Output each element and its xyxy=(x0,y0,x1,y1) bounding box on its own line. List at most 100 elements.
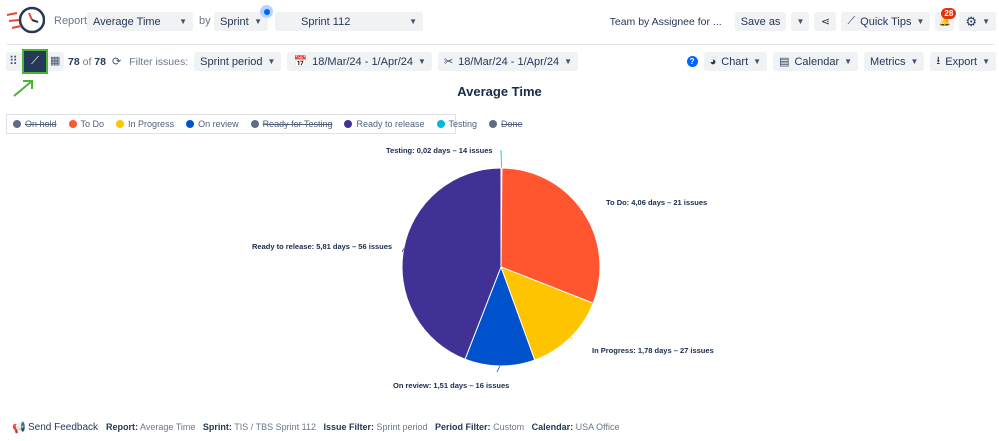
legend-dot xyxy=(489,120,498,128)
chart-type-select[interactable]: ◕ Chart ▼ xyxy=(703,52,768,71)
filter-value: Sprint period xyxy=(200,55,263,68)
legend-item[interactable]: Testing xyxy=(436,119,478,129)
chevron-down-icon: ▼ xyxy=(910,57,919,66)
share-button[interactable]: ⋖ xyxy=(814,12,837,31)
notifications-button[interactable]: 🔔 28 xyxy=(935,8,957,31)
refresh-icon[interactable]: ⟳ xyxy=(111,56,122,68)
calendar-label: Calendar xyxy=(794,55,840,68)
chevron-down-icon: ▼ xyxy=(916,17,925,26)
chevron-down-icon: ▼ xyxy=(796,17,805,26)
chart-label: Chart xyxy=(721,55,749,68)
date-range-value: 18/Mar/24 - 1/Apr/24 xyxy=(312,55,414,68)
megaphone-icon: 🔔 xyxy=(938,16,952,27)
grid-view-icon[interactable]: ⠿ xyxy=(9,54,18,68)
legend-item[interactable]: Ready to release xyxy=(344,119,425,129)
pie-slice-in-progress[interactable] xyxy=(500,266,594,361)
pie-chart-icon: ◕ xyxy=(709,55,717,68)
report-select[interactable]: Average Time ▼ xyxy=(87,12,193,31)
saved-report-name[interactable]: Team by Assignee for ... xyxy=(609,15,722,28)
report-summary: Report: Average Time Sprint: TIS / TBS S… xyxy=(106,422,620,432)
legend-item[interactable]: Done xyxy=(489,119,523,129)
export-label: Export xyxy=(945,55,978,68)
pie-chart xyxy=(401,149,601,373)
legend-label: Done xyxy=(501,119,523,129)
legend-dot xyxy=(344,120,353,128)
chevron-down-icon: ▼ xyxy=(753,57,762,66)
data-label: To Do: 4,06 days – 21 issues xyxy=(606,198,708,207)
legend-item[interactable]: In Progress xyxy=(116,119,174,129)
leader-line xyxy=(574,209,584,213)
chevron-down-icon: ▼ xyxy=(179,17,187,26)
legend-label: In Progress xyxy=(128,119,175,129)
export-button[interactable]: ⭳ Export ▼ xyxy=(930,52,996,71)
filter-label: Filter issues: xyxy=(129,55,189,68)
period-range-value: 18/Mar/24 - 1/Apr/24 xyxy=(458,55,560,68)
legend-item[interactable]: Ready for Testing xyxy=(250,119,333,129)
legend-dot xyxy=(436,120,445,128)
scissors-icon: ✂ xyxy=(443,56,454,68)
leader-line xyxy=(496,365,501,373)
help-icon[interactable]: ? xyxy=(686,56,698,67)
pointer-arrow-icon xyxy=(13,80,33,97)
data-label: Ready to release: 5,81 days – 56 issues xyxy=(252,242,393,251)
chevron-down-icon: ▼ xyxy=(564,57,572,66)
settings-button[interactable]: ⚙ ▼ xyxy=(959,12,996,31)
legend-item[interactable]: To Do xyxy=(68,119,105,129)
legend-label: Ready for Testing xyxy=(262,119,333,129)
legend-label: On review xyxy=(198,119,239,129)
quick-tips-button[interactable]: ⟋ Quick Tips ▼ xyxy=(841,12,931,31)
toolbar-actions: ? ◕ Chart ▼ ▤ Calendar ▼ Metrics ▼ ⭳ Export ▼ xyxy=(686,52,996,71)
legend-dot xyxy=(186,120,195,128)
chevron-down-icon: ▼ xyxy=(418,57,426,66)
legend-label: On hold xyxy=(25,119,57,129)
pie-slice-on-review[interactable] xyxy=(464,265,536,367)
calendar-select[interactable]: ▤ Calendar ▼ xyxy=(773,52,859,71)
data-label: On review: 1,51 days – 16 issues xyxy=(393,381,510,390)
chevron-down-icon: ▼ xyxy=(844,57,853,66)
download-icon: ⭳ xyxy=(936,55,941,67)
calendar-icon: ▤ xyxy=(779,56,790,68)
table-view-icon[interactable]: ▦ xyxy=(50,55,61,67)
period-filter-select[interactable]: ✂ 18/Mar/24 - 1/Apr/24 ▼ xyxy=(437,52,578,71)
data-label: Testing: 0,02 days – 14 issues xyxy=(386,146,493,155)
chevron-down-icon: ▼ xyxy=(267,57,276,66)
chart-legend: On hold To Do In Progress On review Ready fo… xyxy=(6,114,523,134)
chevron-down-icon: ▼ xyxy=(254,17,262,26)
legend-item[interactable]: On review xyxy=(186,119,239,129)
save-as-button[interactable]: Save as xyxy=(734,12,787,31)
gear-icon: ⚙ xyxy=(965,13,978,29)
by-value: Sprint xyxy=(220,15,249,28)
path-icon: ⟋ xyxy=(847,15,856,27)
line-chart-icon: ⟋ xyxy=(31,55,39,67)
legend-label: To Do xyxy=(80,119,105,129)
metrics-select[interactable]: Metrics ▼ xyxy=(864,52,925,71)
by-select[interactable]: Sprint ▼ xyxy=(214,12,268,31)
toolbar-filters: 78 of 78 ⟳ Filter issues: Sprint period ▼… xyxy=(68,52,578,71)
sprint-value: Sprint 112 xyxy=(301,15,351,28)
report-value: Average Time xyxy=(93,15,161,28)
legend-dot xyxy=(250,120,259,128)
save-options-button[interactable]: ▼ xyxy=(791,12,810,31)
chart-title: Average Time xyxy=(457,84,542,99)
megaphone-icon: 📢 xyxy=(12,422,26,434)
filter-issues-select[interactable]: Sprint period ▼ xyxy=(194,52,282,71)
legend-item[interactable]: On hold xyxy=(13,119,57,129)
calendar-clock-icon: 📅 xyxy=(293,56,308,68)
pie-slice-ready-to-release[interactable] xyxy=(401,167,502,360)
sprint-select[interactable]: Sprint 112 ▼ xyxy=(275,12,423,31)
quick-tips-label: Quick Tips xyxy=(860,15,912,28)
header-divider xyxy=(7,44,994,45)
date-range-select[interactable]: 📅 18/Mar/24 - 1/Apr/24 ▼ xyxy=(287,52,432,71)
app-logo-icon xyxy=(6,6,45,34)
onboarding-beacon[interactable] xyxy=(260,5,273,18)
legend-dot xyxy=(116,120,125,128)
notification-badge: 28 xyxy=(941,8,957,19)
by-label: by xyxy=(199,15,211,27)
send-feedback-link[interactable]: Send Feedback xyxy=(28,422,99,433)
legend-label: Testing xyxy=(448,119,478,129)
legend-dot xyxy=(68,120,77,128)
share-icon: ⋖ xyxy=(820,16,831,28)
pie-slice-to-do[interactable] xyxy=(500,167,601,304)
chart-view-button[interactable]: ⟋ xyxy=(22,49,48,74)
legend-dot xyxy=(13,120,21,128)
